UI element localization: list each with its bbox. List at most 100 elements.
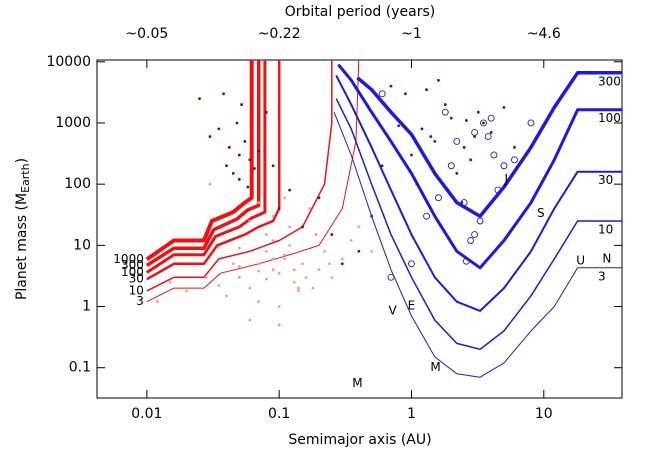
data-point — [292, 268, 296, 272]
sensitivity-curve — [335, 98, 622, 351]
data-point — [257, 149, 261, 153]
data-point — [198, 97, 201, 101]
curve-label: 30 — [129, 272, 144, 286]
data-point — [330, 275, 334, 279]
data-point — [462, 257, 470, 265]
data-point — [217, 127, 221, 131]
sensitivity-curve — [356, 71, 622, 218]
data-point — [490, 151, 498, 159]
data-point — [168, 280, 172, 284]
data-point — [155, 300, 159, 304]
x-tick-label: 0.01 — [131, 406, 162, 422]
data-point — [271, 239, 275, 242]
data-point — [301, 225, 304, 229]
data-point — [415, 182, 419, 186]
data-point — [237, 153, 241, 157]
data-point — [257, 269, 261, 273]
sensitivity-curve — [145, 60, 261, 267]
data-point — [527, 119, 535, 127]
data-point — [271, 257, 275, 261]
data-point — [314, 233, 318, 236]
data-point — [264, 277, 268, 281]
sensitivity-curve — [335, 74, 622, 312]
curve-label: 300 — [121, 258, 144, 272]
data-point — [410, 153, 413, 157]
sensitivity-curve — [337, 63, 622, 270]
data-point — [460, 199, 468, 207]
planet-label: V — [388, 303, 397, 317]
data-point — [340, 257, 344, 261]
data-point — [271, 164, 275, 168]
data-point — [288, 188, 292, 192]
data-point — [240, 103, 243, 106]
sensitivity-curve — [145, 60, 267, 274]
data-point — [225, 164, 228, 168]
data-point — [222, 92, 225, 96]
plot-frame — [96, 59, 623, 399]
data-point — [208, 182, 212, 186]
data-point — [227, 145, 231, 149]
data-point — [277, 271, 281, 275]
y-label-end: ) — [14, 158, 30, 163]
curve-label: 300 — [598, 74, 621, 88]
data-point — [404, 92, 407, 96]
planet-label: J — [503, 172, 508, 186]
data-point — [473, 135, 477, 138]
data-point — [387, 273, 395, 281]
y-axis-label: Planet mass (MEarth) — [14, 158, 32, 300]
data-point — [469, 158, 473, 162]
data-point — [248, 158, 252, 162]
sensitivity-curve — [333, 112, 622, 378]
data-point — [471, 231, 479, 239]
data-point — [288, 243, 292, 247]
data-point — [357, 249, 361, 253]
data-point — [447, 162, 455, 170]
data-point — [297, 286, 300, 290]
data-point — [408, 260, 415, 268]
y-tick-label: 10 — [73, 237, 91, 253]
data-point — [264, 249, 268, 253]
data-point — [340, 262, 344, 266]
data-point — [453, 137, 461, 145]
data-point — [243, 140, 247, 143]
data-point — [185, 289, 189, 293]
planet-label: N — [602, 251, 611, 265]
curve-label: 100 — [121, 265, 144, 279]
data-point — [311, 286, 315, 290]
data-point — [482, 121, 485, 125]
data-point — [257, 262, 261, 266]
data-point — [455, 171, 459, 175]
data-point — [435, 194, 442, 202]
data-point — [441, 108, 449, 116]
data-point — [297, 289, 300, 293]
data-point — [370, 214, 374, 218]
curve-label: 3 — [136, 294, 144, 308]
data-point — [420, 127, 424, 131]
data-point — [467, 237, 475, 244]
data-point — [357, 225, 361, 229]
data-point — [271, 214, 275, 218]
data-point — [397, 124, 401, 128]
data-point — [231, 171, 235, 175]
x-axis-label: Semimajor axis (AU) — [288, 432, 431, 448]
data-point — [231, 262, 235, 266]
data-point — [462, 145, 466, 149]
data-point — [308, 207, 312, 210]
data-point — [248, 318, 252, 322]
planet-label: M — [430, 360, 440, 374]
data-point — [292, 280, 296, 284]
data-point — [257, 201, 261, 204]
curve-label: 10 — [598, 223, 613, 237]
data-point — [271, 268, 275, 272]
data-point — [494, 186, 502, 194]
data-point — [264, 110, 268, 114]
planet-label: E — [408, 298, 416, 312]
data-point — [443, 103, 447, 106]
data-point — [317, 196, 321, 200]
data-point — [237, 246, 241, 250]
data-point — [437, 78, 440, 82]
data-point — [349, 239, 353, 242]
x2-tick-label: ~0.22 — [258, 26, 301, 42]
data-point — [500, 162, 508, 170]
